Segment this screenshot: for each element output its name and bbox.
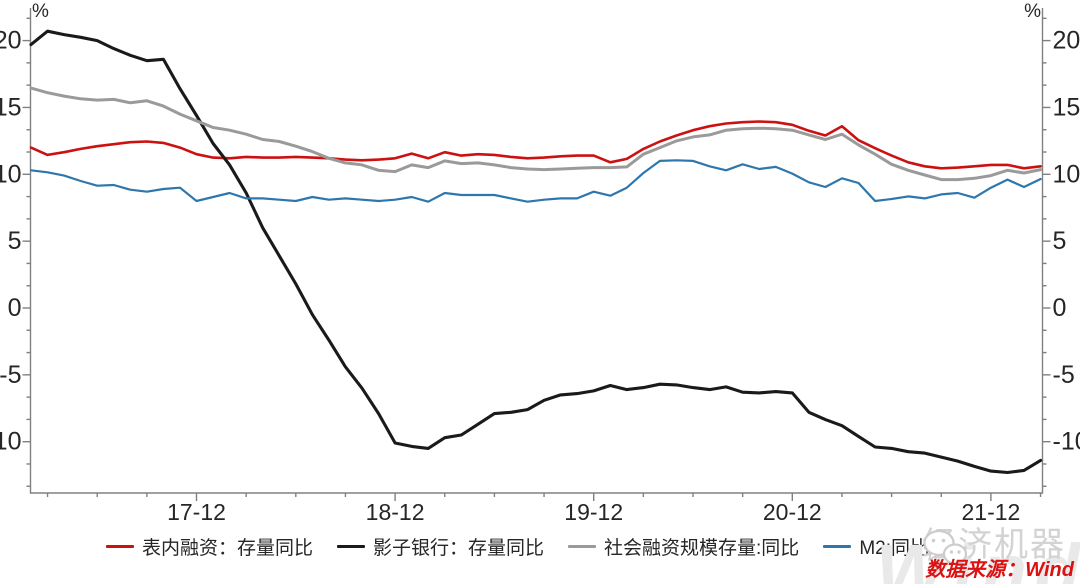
svg-text:17-12: 17-12 [167,499,226,525]
legend-label: 表内融资：存量同比 [142,538,314,559]
svg-text:10: 10 [1053,160,1080,188]
legend-swatch [106,545,134,548]
legend-label: 影子银行：存量同比 [373,538,545,559]
legend-label: M2:同比 [859,538,929,559]
svg-text:0: 0 [8,294,22,322]
legend-swatch [823,545,852,548]
svg-text:20-12: 20-12 [763,499,822,525]
brand-watermark: 经济机器 [922,528,1066,569]
data-source-label: 数据来源：Wind [925,559,1074,581]
svg-text:5: 5 [8,227,22,255]
legend-swatch [337,545,366,548]
series-line-m2 [29,159,1042,203]
series-line-on-balance-financing [29,120,1042,170]
svg-text:15: 15 [0,93,22,121]
svg-text:-10: -10 [0,428,22,456]
series-line-shadow-banking [29,29,1043,475]
legend: 表内融资：存量同比 影子银行：存量同比 社会融资规模存量:同比 M2:同比 [106,533,929,560]
series-line-tsf-stock [29,86,1043,182]
svg-text:21-12: 21-12 [961,499,1020,525]
svg-text:-10: -10 [1053,428,1080,456]
svg-text:18-12: 18-12 [366,499,425,525]
svg-text:5: 5 [1053,227,1067,255]
svg-text:-5: -5 [1053,361,1075,389]
svg-text:15: 15 [1053,93,1080,121]
axes [29,8,1044,494]
wind-watermark: Wind [875,529,1080,584]
svg-text:20: 20 [0,27,22,55]
y-axis-unit-right: % [1024,1,1041,22]
legend-item-tsf-stock[interactable]: 社会融资规模存量:同比 [568,533,799,560]
legend-item-shadow-banking[interactable]: 影子银行：存量同比 [337,533,544,560]
legend-label: 社会融资规模存量:同比 [604,538,800,559]
x-axis-ticks: 17-12 18-12 19-12 20-12 21-12 [46,493,1042,525]
legend-item-on-balance-financing[interactable]: 表内融资：存量同比 [106,533,313,560]
svg-text:20: 20 [1053,27,1080,55]
legend-item-m2[interactable]: M2:同比 [823,533,929,560]
svg-text:-5: -5 [0,361,22,389]
y-axis-ticks: -10 -10 -5 -5 0 0 5 5 10 10 15 15 20 20 [0,17,1080,487]
y-axis-unit-left: % [32,1,49,22]
svg-text:10: 10 [0,160,22,188]
legend-swatch [568,545,597,548]
wechat-icon [923,529,968,569]
svg-text:19-12: 19-12 [564,499,623,525]
svg-text:0: 0 [1053,294,1067,322]
